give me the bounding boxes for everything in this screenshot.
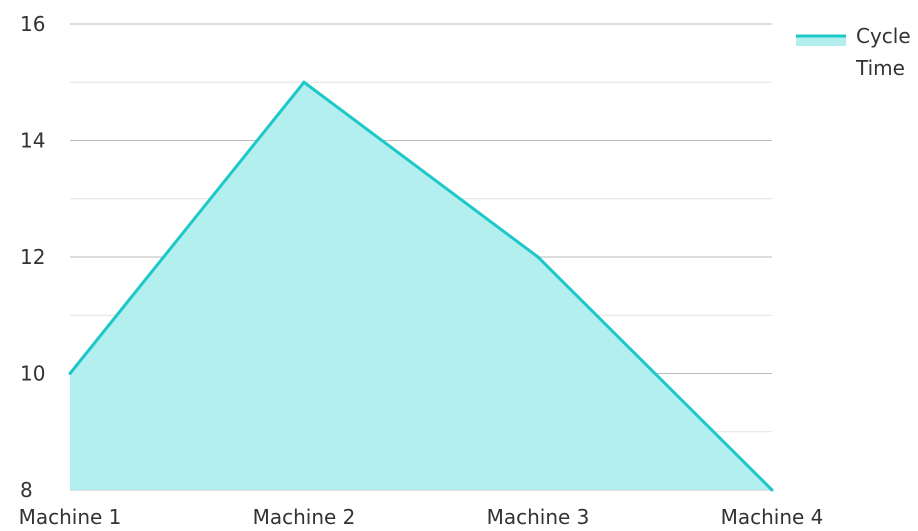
legend-label-line-2: Time (855, 56, 905, 80)
y-tick-label: 10 (20, 362, 45, 386)
data-point-1 (68, 372, 72, 375)
legend: Cycle Time (796, 24, 911, 80)
legend-swatch-fill (796, 36, 846, 46)
data-point-3 (536, 255, 540, 259)
y-tick-label: 12 (20, 245, 45, 269)
series-area-cycle-time (70, 82, 772, 490)
series-line-cycle-time (68, 80, 774, 492)
x-tick-label: Machine 2 (253, 505, 356, 529)
legend-label-line-1: Cycle (856, 24, 911, 48)
x-tick-label: Machine 3 (487, 505, 590, 529)
y-tick-label: 8 (20, 478, 33, 502)
y-tick-label: 16 (20, 12, 45, 36)
x-axis-ticks: Machine 1 Machine 2 Machine 3 Machine 4 (19, 505, 824, 529)
x-tick-label: Machine 4 (721, 505, 824, 529)
data-point-2 (302, 80, 306, 84)
y-axis-ticks: 8 10 12 14 16 (20, 12, 45, 502)
x-tick-label: Machine 1 (19, 505, 122, 529)
y-tick-label: 14 (20, 129, 45, 153)
data-point-4 (770, 488, 774, 492)
